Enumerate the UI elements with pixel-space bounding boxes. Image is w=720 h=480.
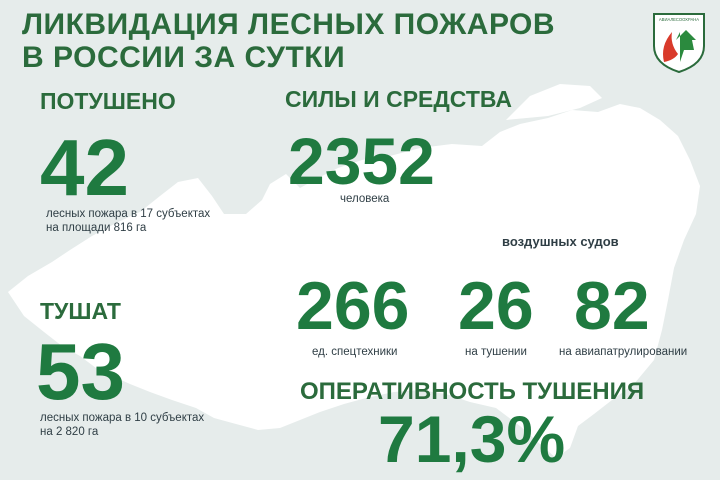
people-label: человека (340, 193, 390, 205)
extinguished-value: 42 (40, 123, 129, 212)
logo-text: АВИАЛЕСООХРАНА (659, 17, 699, 22)
aircraft-label: воздушных судов (502, 234, 619, 249)
extinguishing-desc-line-1: лесных пожара в 10 субъектах (40, 412, 205, 424)
extinguished-heading: ПОТУШЕНО (40, 88, 176, 114)
extinguished-desc-line-1: лесных пожара в 17 субъектах (46, 208, 211, 220)
people-value: 2352 (288, 124, 435, 198)
aircraft-patrol-value: 82 (574, 268, 650, 344)
title-line-2: В РОССИИ ЗА СУТКИ (22, 41, 346, 74)
efficiency-heading: ОПЕРАТИВНОСТЬ ТУШЕНИЯ (300, 378, 645, 405)
page-title: ЛИКВИДАЦИЯ ЛЕСНЫХ ПОЖАРОВ В РОССИИ ЗА СУ… (22, 8, 555, 74)
extinguishing-desc-line-2: на 2 820 га (40, 426, 99, 438)
extinguishing-heading: ТУШАТ (40, 298, 121, 324)
extinguishing-value: 53 (36, 327, 125, 416)
forces-heading: СИЛЫ И СРЕДСТВА (285, 86, 512, 112)
aircraft-patrol-label: на авиапатрулировании (559, 346, 688, 358)
extinguished-description: лесных пожара в 17 субъектах на площади … (46, 207, 210, 235)
efficiency-value: 71,3% (378, 402, 566, 476)
aircraft-fire-value: 26 (458, 268, 534, 344)
aircraft-fire-label: на тушении (465, 346, 527, 358)
equipment-value: 266 (296, 268, 410, 344)
title-line-1: ЛИКВИДАЦИЯ ЛЕСНЫХ ПОЖАРОВ (22, 8, 556, 41)
avialesookhrana-logo: АВИАЛЕСООХРАНА (653, 13, 705, 74)
extinguished-desc-line-2: на площади 816 га (46, 222, 147, 234)
equipment-label: ед. спецтехники (312, 346, 398, 358)
extinguishing-description: лесных пожара в 10 субъектах на 2 820 га (40, 411, 204, 439)
